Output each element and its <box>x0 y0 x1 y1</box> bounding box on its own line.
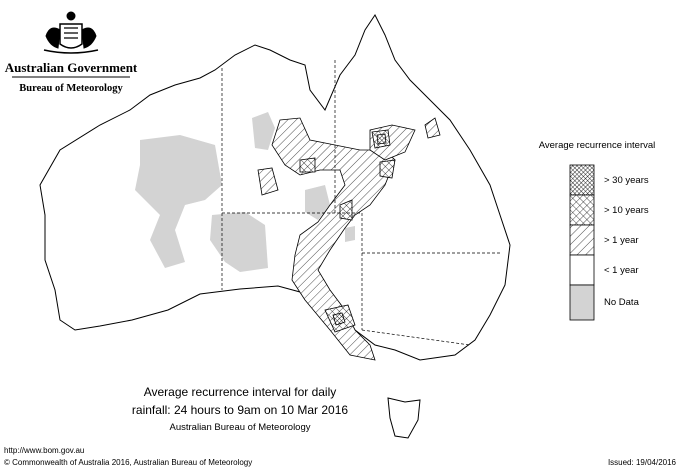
legend-swatch <box>569 254 595 286</box>
tasmania <box>387 397 421 439</box>
header-title: Australian Government <box>5 60 138 75</box>
legend-labels: > 30 years > 10 years > 1 year < 1 year No D… <box>604 175 649 308</box>
header-subtitle: Bureau of Meteorology <box>19 83 123 94</box>
legend-swatches <box>569 164 595 321</box>
footer-url: http://www.bom.gov.au <box>4 446 84 455</box>
legend-label: > 1 year <box>604 235 639 246</box>
legend-label: > 30 years <box>604 175 649 186</box>
legend-swatch <box>569 194 595 226</box>
legend-label: > 10 years <box>604 205 649 216</box>
legend-swatch <box>569 164 595 196</box>
over-30-years-regions <box>332 133 387 326</box>
caption-line: Australian Bureau of Meteorology <box>170 422 311 433</box>
legend-swatch <box>569 224 595 256</box>
state-borders <box>221 60 500 346</box>
caption-line: rainfall: 24 hours to 9am on 10 Mar 2016 <box>132 403 348 417</box>
caption-line: Average recurrence interval for daily <box>144 385 337 399</box>
footer-copyright: © Commonwealth of Australia 2016, Austra… <box>4 458 252 467</box>
legend-label: No Data <box>604 297 640 308</box>
legend-swatch <box>569 284 595 321</box>
legend-title: Average recurrence interval <box>539 140 656 151</box>
legend-label: < 1 year <box>604 265 639 276</box>
crest <box>43 11 99 54</box>
footer-issued: Issued: 19/04/2016 <box>608 458 677 467</box>
no-data-regions <box>135 112 355 272</box>
